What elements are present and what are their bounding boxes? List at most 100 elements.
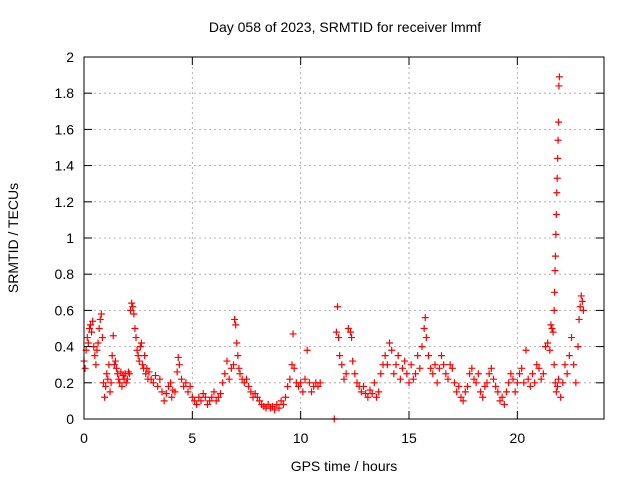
- data-point: [453, 388, 461, 396]
- data-point: [548, 325, 556, 332]
- data-point: [334, 303, 341, 311]
- data-point: [301, 375, 309, 383]
- data-point: [201, 393, 209, 401]
- data-point: [370, 379, 378, 387]
- data-point: [188, 393, 196, 401]
- data-point: [547, 321, 555, 329]
- data-point: [477, 388, 484, 396]
- data-point: [351, 370, 359, 378]
- data-point: [94, 339, 102, 347]
- data-point: [509, 375, 517, 383]
- axis-ticks: 00.20.40.60.811.21.41.61.820 5 10 15 20: [55, 49, 604, 446]
- data-point: [217, 390, 224, 398]
- data-point: [555, 82, 563, 90]
- data-point: [390, 370, 398, 378]
- data-point: [416, 364, 424, 372]
- grid-lines: [84, 57, 604, 419]
- y-tick-label: 0.2: [55, 375, 75, 391]
- data-point: [483, 379, 491, 387]
- data-point: [553, 382, 561, 390]
- data-point: [289, 330, 297, 338]
- data-point: [175, 361, 183, 369]
- data-point: [101, 393, 109, 401]
- y-tick-label: 0: [66, 411, 74, 427]
- data-point: [579, 306, 587, 314]
- data-point: [154, 382, 162, 390]
- data-point: [277, 397, 285, 405]
- data-point: [214, 393, 222, 401]
- data-point: [383, 361, 391, 369]
- data-point: [264, 401, 272, 409]
- data-point: [464, 382, 471, 390]
- data-point: [533, 361, 541, 369]
- data-point: [103, 370, 111, 378]
- data-point: [282, 393, 289, 401]
- data-point: [348, 334, 356, 342]
- data-point: [129, 303, 137, 311]
- data-point: [574, 343, 582, 351]
- y-tick-label: 1.8: [55, 85, 75, 101]
- data-point: [431, 361, 439, 369]
- data-point: [513, 379, 521, 387]
- data-point: [537, 375, 545, 383]
- data-point: [377, 370, 385, 378]
- x-tick-label: 5: [188, 430, 196, 446]
- x-tick-label: 20: [510, 430, 526, 446]
- data-point: [392, 361, 400, 369]
- data-point: [360, 382, 367, 390]
- data-point: [577, 292, 585, 300]
- data-point: [102, 382, 110, 390]
- data-point: [414, 352, 422, 360]
- data-point: [83, 334, 91, 342]
- data-point: [87, 321, 94, 329]
- data-point: [435, 364, 443, 372]
- data-point: [438, 352, 445, 360]
- data-point: [98, 334, 106, 342]
- y-tick-label: 2: [66, 49, 74, 65]
- data-point: [553, 174, 561, 182]
- data-point: [134, 352, 142, 360]
- data-point: [204, 401, 211, 409]
- data-point: [407, 361, 415, 369]
- data-point: [123, 375, 131, 383]
- x-tick-label: 0: [80, 430, 88, 446]
- data-point: [156, 375, 164, 383]
- data-point: [219, 379, 227, 387]
- y-axis-label: SRMTID / TECUs: [5, 183, 21, 293]
- data-point: [160, 397, 168, 405]
- data-point: [388, 346, 396, 354]
- data-point: [286, 375, 294, 383]
- y-tick-label: 0.4: [55, 339, 75, 355]
- data-point: [572, 379, 580, 387]
- data-point: [132, 334, 140, 342]
- data-point: [136, 343, 144, 351]
- data-point: [92, 361, 100, 369]
- data-point: [295, 382, 302, 390]
- data-point: [568, 334, 575, 342]
- data-point: [375, 388, 383, 396]
- data-points: [80, 73, 587, 423]
- data-point: [303, 346, 311, 354]
- data-point: [308, 388, 315, 396]
- data-point: [336, 352, 344, 360]
- data-point: [225, 375, 233, 383]
- data-point: [526, 382, 534, 390]
- data-point: [455, 382, 463, 390]
- data-point: [199, 390, 207, 398]
- data-point: [496, 397, 504, 405]
- data-point: [171, 388, 179, 396]
- y-tick-label: 0.6: [55, 302, 75, 318]
- data-point: [490, 375, 497, 383]
- data-point: [127, 306, 135, 314]
- data-point: [100, 379, 107, 387]
- data-point: [233, 339, 241, 347]
- data-point: [95, 325, 103, 332]
- data-point: [444, 375, 452, 383]
- data-point: [479, 393, 487, 401]
- y-tick-label: 1.2: [55, 194, 75, 210]
- data-point: [232, 321, 240, 329]
- data-point: [507, 370, 515, 378]
- data-point: [182, 379, 190, 387]
- data-point: [116, 379, 124, 387]
- data-point: [247, 388, 255, 396]
